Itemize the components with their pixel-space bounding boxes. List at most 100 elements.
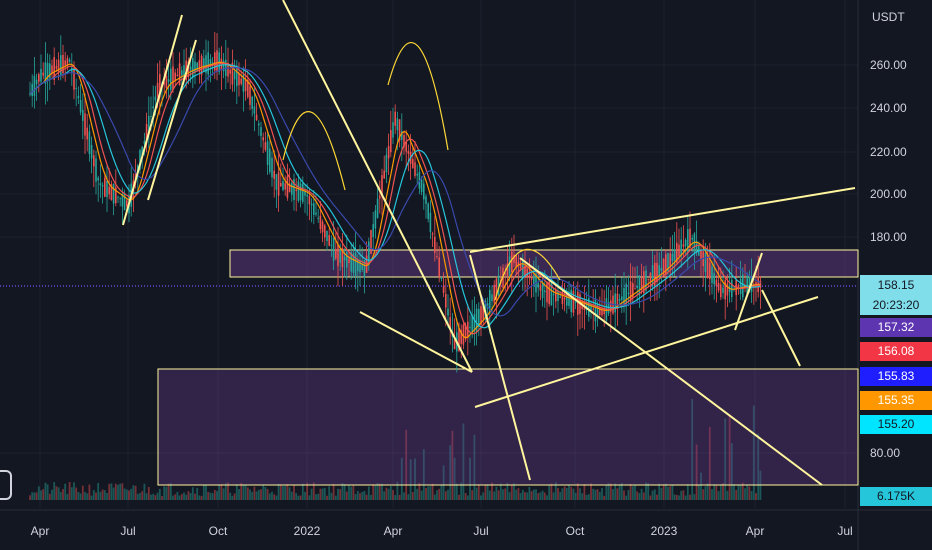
volume-bar <box>405 429 408 500</box>
candle-body <box>359 260 361 273</box>
candle-body <box>148 115 150 134</box>
candle-body <box>528 275 531 277</box>
price-tick-label: 180.00 <box>870 230 907 244</box>
candle-body <box>211 61 214 63</box>
candle-body <box>438 257 440 277</box>
candle-body <box>350 252 352 272</box>
candle-body <box>671 253 674 262</box>
trendline <box>734 252 763 331</box>
candle-body <box>390 130 392 153</box>
volume-bar <box>590 483 592 500</box>
volume-bar <box>147 486 150 500</box>
candle-body <box>568 294 570 306</box>
candle-body <box>165 75 168 88</box>
volume-bar <box>689 494 691 500</box>
volume-bar <box>717 491 720 500</box>
volume-bar <box>29 495 31 500</box>
volume-bar <box>730 443 733 500</box>
volume-bar <box>222 488 225 500</box>
candle-body <box>152 106 154 109</box>
volume-bar <box>218 485 221 500</box>
candle-body <box>308 196 311 205</box>
volume-bar <box>625 495 628 500</box>
volume-bar <box>334 495 337 500</box>
ma-tag: 155.20 <box>860 415 932 434</box>
volume-bar <box>607 483 610 500</box>
candle-body <box>143 140 146 144</box>
volume-bar <box>616 488 619 500</box>
candle-body <box>453 339 456 350</box>
candle-body <box>614 293 616 313</box>
candle-body <box>429 212 432 233</box>
volume-bar <box>755 493 757 500</box>
candle-body <box>715 279 718 286</box>
candle-body <box>636 286 638 288</box>
candle-body <box>649 272 652 283</box>
volume-bar <box>152 493 155 500</box>
candle-body <box>737 284 740 290</box>
candle-body <box>689 228 691 248</box>
volume-bar <box>431 483 434 500</box>
time-tick-label: Jul <box>837 524 852 538</box>
candle-body <box>196 62 198 71</box>
candle-body <box>656 262 658 283</box>
candle-body <box>678 244 680 257</box>
candle-body <box>42 72 44 76</box>
candle-body <box>669 253 671 267</box>
arc-drawing <box>494 248 561 301</box>
candle-body <box>328 235 330 246</box>
volume-tag: 6.175K <box>860 487 932 506</box>
volume-bar <box>719 484 722 500</box>
candle-body <box>627 292 630 294</box>
candle-body <box>506 263 509 276</box>
volume-bar <box>114 483 117 500</box>
price-axis: 260.00 240.00 220.00 200.00 180.00 80.00 <box>870 58 907 460</box>
candle-body <box>742 274 744 298</box>
candle-body <box>62 54 64 74</box>
candle-body <box>372 224 374 238</box>
volume-bar <box>376 482 379 500</box>
volume-bar <box>744 488 746 500</box>
time-tick-label: Oct <box>566 524 585 538</box>
volume-bar <box>128 490 130 500</box>
volume-bar <box>543 492 546 500</box>
candle-body <box>214 52 216 71</box>
volume-bar <box>528 486 531 500</box>
volume-bar <box>123 488 126 500</box>
candle-body <box>266 141 269 166</box>
volume-bar <box>634 484 636 500</box>
candle-body <box>51 65 53 74</box>
volume-bar <box>194 493 196 500</box>
candle-body <box>73 68 75 90</box>
volume-bar <box>297 495 300 500</box>
volume-bar <box>178 495 181 500</box>
candle-body <box>68 59 71 62</box>
volume-bar <box>640 488 643 500</box>
volume-bar <box>205 485 207 500</box>
candle-body <box>550 282 553 306</box>
candle-body <box>632 282 634 298</box>
candle-body <box>93 155 95 167</box>
volume-bar <box>141 491 144 500</box>
candle-body <box>346 251 348 268</box>
candle-body <box>643 271 645 294</box>
candle-body <box>401 131 403 140</box>
volume-bar <box>326 495 328 500</box>
candle-body <box>566 293 568 306</box>
volume-bar <box>332 483 335 500</box>
volume-bar <box>31 492 34 500</box>
candle-body <box>434 236 436 253</box>
volume-bar <box>429 486 432 500</box>
volume-bar <box>172 495 174 500</box>
symbol-icon[interactable] <box>0 470 12 500</box>
candle-body <box>207 52 209 75</box>
candle-body <box>385 154 388 173</box>
volume-bar <box>629 484 632 500</box>
volume-bar <box>722 483 724 500</box>
time-tick-label: Apr <box>31 524 50 538</box>
volume-bar <box>561 488 564 500</box>
candle-body <box>445 293 447 308</box>
volume-bar <box>403 492 405 500</box>
volume-bar <box>515 489 518 500</box>
